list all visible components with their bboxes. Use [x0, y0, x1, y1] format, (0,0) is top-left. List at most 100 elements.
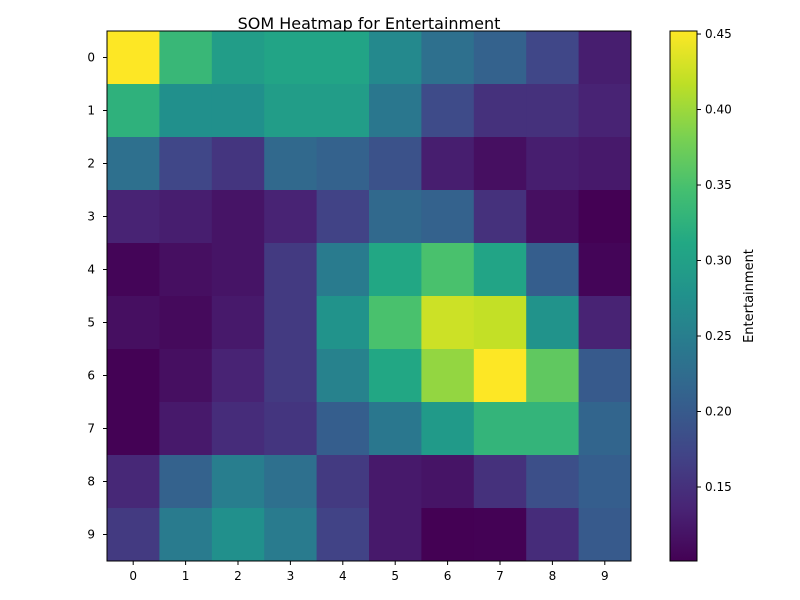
heatmap-cell	[526, 31, 580, 85]
heatmap-cell	[578, 190, 632, 244]
heatmap-cell	[264, 190, 318, 244]
colorbar	[669, 30, 698, 562]
heatmap-cell	[316, 31, 370, 85]
y-tick-label: 0	[87, 51, 95, 65]
heatmap-cell	[578, 31, 632, 85]
heatmap-cell	[264, 402, 318, 456]
x-tick-label: 0	[129, 569, 137, 583]
heatmap-cell	[264, 31, 318, 85]
y-tick-label: 9	[87, 528, 95, 542]
heatmap-cell	[526, 243, 580, 297]
heatmap-cell	[159, 455, 213, 509]
heatmap-cell	[421, 243, 475, 297]
heatmap-cell	[211, 84, 265, 138]
colorbar-tick-label: 0.35	[705, 178, 732, 192]
heatmap-cell	[211, 190, 265, 244]
heatmap-cell	[578, 402, 632, 456]
y-tick-label: 2	[87, 157, 95, 171]
heatmap-cell	[211, 31, 265, 85]
heatmap-cell	[264, 243, 318, 297]
heatmap-cell	[107, 137, 160, 191]
heatmap-cell	[421, 84, 475, 138]
heatmap-cell	[369, 84, 422, 138]
colorbar-tick-label: 0.45	[705, 27, 732, 41]
chart-title: SOM Heatmap for Entertainment	[238, 14, 501, 33]
heatmap-cell	[421, 508, 475, 562]
heatmap-cell	[107, 84, 160, 138]
heatmap-cell	[316, 455, 370, 509]
heatmap-cell	[578, 455, 632, 509]
heatmap-cell	[264, 84, 318, 138]
heatmap-cell	[316, 137, 370, 191]
heatmap-cell	[369, 243, 422, 297]
heatmap-cell	[211, 402, 265, 456]
heatmap-cell	[421, 296, 475, 350]
heatmap-cell	[107, 508, 160, 562]
heatmap-cell	[473, 296, 527, 350]
heatmap-cell	[316, 402, 370, 456]
heatmap-cell	[264, 137, 318, 191]
heatmap-cell	[211, 349, 265, 403]
heatmap-cell	[159, 190, 213, 244]
heatmap-cell	[421, 402, 475, 456]
heatmap-cell	[526, 84, 580, 138]
heatmap-cell	[107, 190, 160, 244]
heatmap-cell	[473, 31, 527, 85]
heatmap-cell	[526, 349, 580, 403]
heatmap-cell	[211, 243, 265, 297]
heatmap-cell	[526, 402, 580, 456]
heatmap-cell	[473, 402, 527, 456]
heatmap-cells	[107, 31, 632, 562]
heatmap-cell	[159, 243, 213, 297]
heatmap-cell	[264, 349, 318, 403]
heatmap-cell	[421, 31, 475, 85]
heatmap-cell	[421, 137, 475, 191]
heatmap-cell	[159, 31, 213, 85]
heatmap-cell	[473, 243, 527, 297]
heatmap-cell	[107, 349, 160, 403]
x-tick-label: 8	[549, 569, 557, 583]
heatmap-cell	[421, 190, 475, 244]
heatmap-cell	[369, 508, 422, 562]
heatmap-cell	[578, 296, 632, 350]
heatmap-cell	[578, 243, 632, 297]
heatmap-cell	[369, 349, 422, 403]
heatmap-cell	[578, 137, 632, 191]
x-tick-label: 5	[391, 569, 399, 583]
x-tick-label: 7	[496, 569, 504, 583]
heatmap-cell	[316, 296, 370, 350]
colorbar-axis: 0.15 0.20 0.25 0.30 0.35 0.40 0.45	[697, 27, 732, 494]
y-axis: 0 1 2 3 4 5 6 7 8 9	[87, 51, 107, 542]
heatmap-cell	[107, 31, 160, 85]
heatmap-cell	[316, 190, 370, 244]
heatmap-cell	[578, 84, 632, 138]
heatmap-cell	[473, 349, 527, 403]
colorbar-label: Entertainment	[742, 249, 757, 343]
x-tick-label: 6	[444, 569, 452, 583]
y-tick-label: 6	[87, 369, 95, 383]
x-tick-label: 1	[182, 569, 190, 583]
heatmap-cell	[578, 349, 632, 403]
heatmap-cell	[264, 455, 318, 509]
heatmap-cell	[211, 137, 265, 191]
heatmap-cell	[578, 508, 632, 562]
heatmap-cell	[316, 243, 370, 297]
heatmap-cell	[369, 137, 422, 191]
heatmap-cell	[473, 137, 527, 191]
heatmap-cell	[369, 455, 422, 509]
heatmap-cell	[211, 455, 265, 509]
heatmap-cell	[473, 190, 527, 244]
y-tick-label: 5	[87, 316, 95, 330]
heatmap-cell	[159, 296, 213, 350]
heatmap-cell	[107, 402, 160, 456]
heatmap-cell	[264, 508, 318, 562]
heatmap-cell	[264, 296, 318, 350]
heatmap-cell	[107, 455, 160, 509]
heatmap-cell	[526, 455, 580, 509]
colorbar-tick-label: 0.30	[705, 254, 732, 268]
heatmap-cell	[369, 190, 422, 244]
heatmap-cell	[369, 402, 422, 456]
heatmap-cell	[526, 508, 580, 562]
heatmap-cell	[421, 349, 475, 403]
